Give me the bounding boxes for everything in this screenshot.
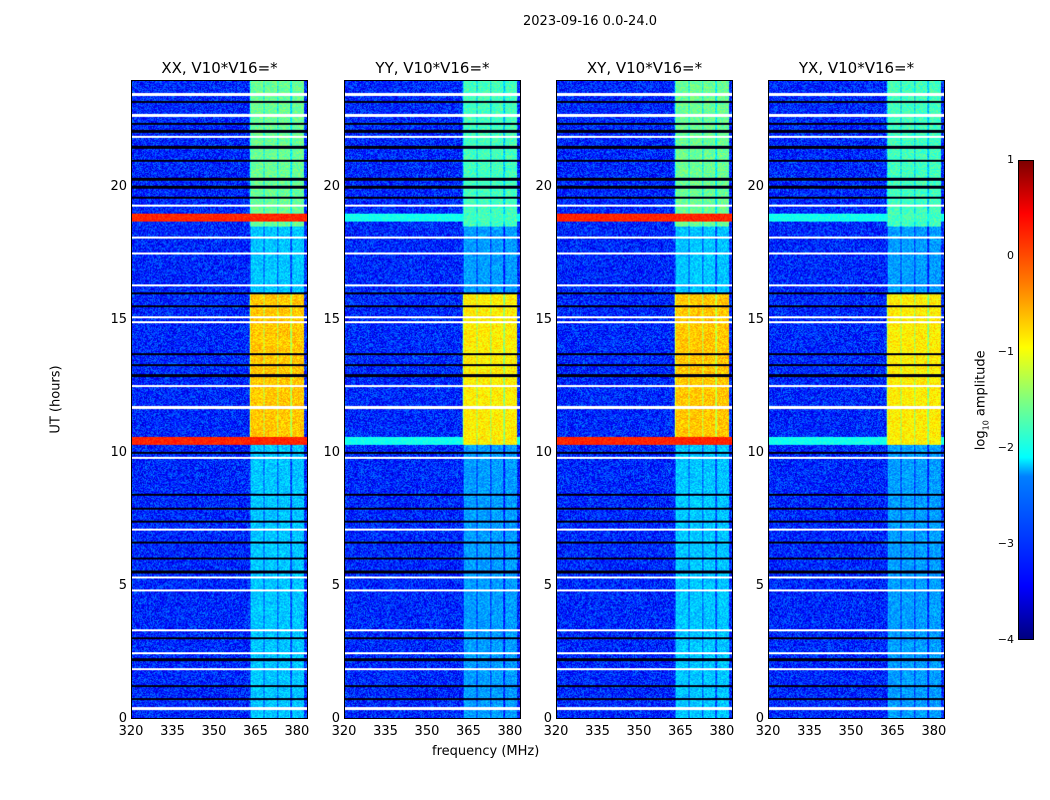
- y-tick-label: 0: [331, 711, 340, 726]
- colorbar-tick-label: −4: [997, 633, 1014, 646]
- x-tick-label: 335: [373, 724, 398, 739]
- y-tick-label: 20: [747, 178, 764, 194]
- y-tick-label: 0: [755, 711, 764, 726]
- x-tick-label: 380: [284, 724, 310, 739]
- y-tick-label: 15: [535, 311, 552, 327]
- y-tick-label: 10: [747, 444, 764, 460]
- x-tick-label: 365: [243, 724, 268, 739]
- x-tick-label: 365: [456, 724, 481, 739]
- heatmap-image: [345, 81, 520, 718]
- y-tick-label: 10: [535, 444, 552, 460]
- heatmap-panel: [131, 80, 308, 719]
- x-tick-label: 320: [755, 724, 781, 739]
- heatmap-image: [557, 81, 732, 718]
- heatmap-image: [132, 81, 307, 718]
- x-tick-label: 350: [201, 724, 227, 739]
- colorbar-label: log10 amplitude: [973, 350, 991, 451]
- x-tick-label: 380: [921, 724, 947, 739]
- y-tick-label: 20: [110, 178, 127, 194]
- colorbar-tick-label: −1: [997, 345, 1014, 358]
- x-axis-label: frequency (MHz): [432, 744, 540, 759]
- panel-title: XX, V10*V16=*: [161, 59, 278, 77]
- y-tick-label: 15: [110, 311, 127, 327]
- x-tick-label: 350: [838, 724, 864, 739]
- x-tick-label: 335: [160, 724, 185, 739]
- y-tick-label: 5: [755, 577, 764, 593]
- x-tick-label: 380: [497, 724, 523, 739]
- heatmap-panel: [768, 80, 945, 719]
- x-tick-label: 350: [414, 724, 440, 739]
- y-tick-label: 15: [323, 311, 340, 327]
- colorbar-tick-label: −2: [997, 441, 1014, 454]
- y-tick-label: 15: [747, 311, 764, 327]
- x-tick-label: 365: [668, 724, 693, 739]
- x-tick-label: 320: [331, 724, 357, 739]
- x-tick-label: 350: [626, 724, 652, 739]
- y-tick-label: 20: [323, 178, 340, 194]
- heatmap-panel: [556, 80, 733, 719]
- x-tick-label: 335: [585, 724, 610, 739]
- x-tick-label: 320: [543, 724, 569, 739]
- colorbar-tick-label: 1: [1007, 153, 1014, 166]
- y-tick-label: 10: [323, 444, 340, 460]
- heatmap-image: [769, 81, 944, 718]
- panel-title: YY, V10*V16=*: [375, 59, 490, 77]
- x-tick-label: 335: [797, 724, 822, 739]
- x-tick-label: 320: [118, 724, 144, 739]
- y-axis-label: UT (hours): [48, 365, 64, 434]
- y-tick-label: 0: [543, 711, 552, 726]
- y-tick-label: 5: [543, 577, 552, 593]
- heatmap-panel: [344, 80, 521, 719]
- y-tick-label: 10: [110, 444, 127, 460]
- colorbar-tick-label: 0: [1007, 249, 1014, 262]
- y-tick-label: 20: [535, 178, 552, 194]
- x-tick-label: 365: [880, 724, 905, 739]
- x-tick-label: 380: [709, 724, 735, 739]
- figure-title: 2023-09-16 0.0-24.0: [523, 14, 657, 29]
- colorbar-tick-label: −3: [997, 537, 1014, 550]
- panel-title: YX, V10*V16=*: [798, 59, 915, 77]
- colorbar: [1018, 160, 1034, 640]
- y-tick-label: 5: [118, 577, 127, 593]
- y-tick-label: 5: [331, 577, 340, 593]
- panel-title: XY, V10*V16=*: [586, 59, 703, 77]
- y-tick-label: 0: [118, 711, 127, 726]
